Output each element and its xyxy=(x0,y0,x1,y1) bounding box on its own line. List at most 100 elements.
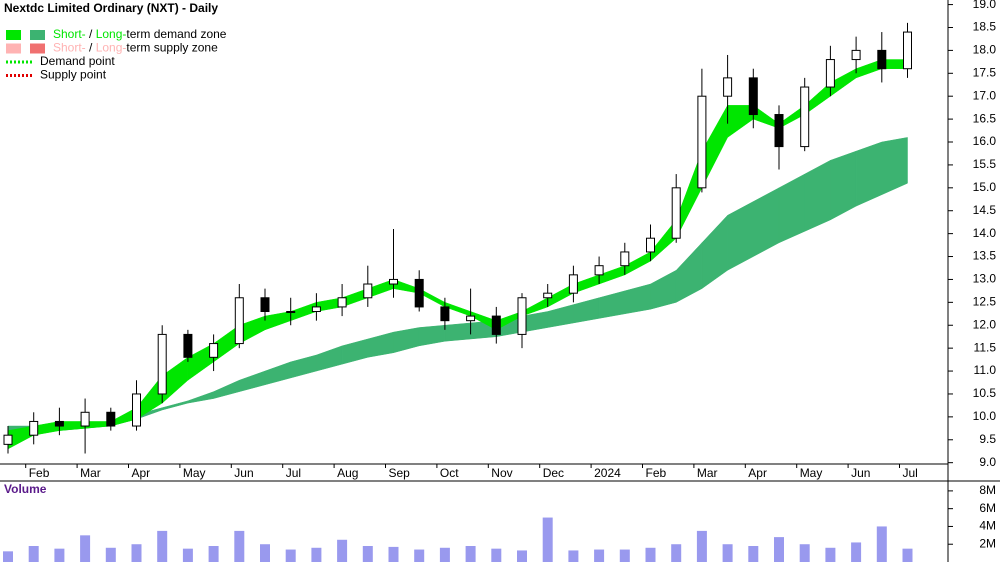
x-tick-label: Mar xyxy=(697,466,718,480)
volume-tick-label: 4M xyxy=(979,519,996,533)
candle-body xyxy=(260,297,270,313)
x-tick-label: Jul xyxy=(286,466,301,480)
legend-text: / xyxy=(86,27,96,41)
candle-body xyxy=(311,306,321,313)
volume-bar xyxy=(799,544,810,562)
y-tick-label: 15.0 xyxy=(973,180,997,194)
y-tick-label: 9.5 xyxy=(979,432,996,446)
candle-body xyxy=(491,315,501,335)
y-tick-label: 15.5 xyxy=(973,157,997,171)
candle-body xyxy=(748,77,758,116)
volume-bar xyxy=(722,544,733,562)
legend-text: / xyxy=(86,41,96,55)
y-tick-label: 11.5 xyxy=(974,340,997,354)
zone-segment xyxy=(881,137,908,196)
volume-bar xyxy=(568,550,579,562)
y-tick-label: 9.0 xyxy=(979,455,996,469)
x-tick-label: Jul xyxy=(903,466,918,480)
candle-body xyxy=(80,411,90,427)
legend-swatch xyxy=(30,30,45,40)
legend-label: Supply point xyxy=(40,68,107,82)
candle-body xyxy=(54,420,64,427)
candle-body xyxy=(389,278,398,285)
chart-title: Nextdc Limited Ordinary (NXT) - Daily xyxy=(4,1,218,15)
volume-bar xyxy=(54,548,65,562)
volume-bar xyxy=(876,526,887,562)
y-tick-label: 12.0 xyxy=(973,317,997,331)
volume-bar xyxy=(645,547,656,562)
legend-text: Short- xyxy=(53,27,86,41)
candle-body xyxy=(209,343,219,358)
y-tick-label: 14.0 xyxy=(973,226,997,240)
volume-bar xyxy=(80,535,91,562)
y-tick-label: 16.0 xyxy=(973,134,997,148)
candle-body xyxy=(337,297,347,308)
y-tick-label: 12.5 xyxy=(973,295,997,309)
candle-body xyxy=(132,393,141,427)
x-tick-label: May xyxy=(800,466,823,480)
y-tick-label: 10.0 xyxy=(973,409,997,423)
volume-bar xyxy=(619,549,630,562)
y-tick-label: 19.0 xyxy=(973,0,997,11)
zone-segment xyxy=(444,322,471,342)
x-tick-label: Jun xyxy=(851,466,870,480)
volume-bar xyxy=(748,546,759,562)
y-tick-label: 10.5 xyxy=(973,386,997,400)
y-tick-label: 13.5 xyxy=(973,249,997,263)
candle-body xyxy=(877,49,887,70)
volume-bar xyxy=(285,549,296,562)
candle-body xyxy=(440,306,450,322)
volume-bar xyxy=(465,546,476,562)
x-tick-label: Dec xyxy=(543,466,564,480)
volume-bar xyxy=(182,548,193,562)
candle-body xyxy=(774,114,784,148)
zone-segment xyxy=(855,141,883,207)
legend-text: term demand zone xyxy=(126,27,226,41)
legend-label: Short- / Long-term demand zone xyxy=(53,27,227,41)
volume-bar xyxy=(362,546,373,562)
volume-bar xyxy=(774,537,784,562)
candle-body xyxy=(183,333,193,358)
volume-bar xyxy=(902,548,913,562)
volume-bar xyxy=(388,546,399,562)
volume-bar xyxy=(825,547,836,562)
y-tick-label: 18.5 xyxy=(973,20,997,34)
volume-bar xyxy=(260,544,270,562)
candle-body xyxy=(286,311,296,314)
volume-bar xyxy=(337,539,348,562)
candle-body xyxy=(3,434,13,445)
candle-body xyxy=(903,31,912,70)
candle-body xyxy=(800,86,810,148)
volume-bar xyxy=(696,530,707,562)
volume-tick-label: 6M xyxy=(979,501,996,515)
legend-label: Short- / Long-term supply zone xyxy=(53,41,218,55)
candle-body xyxy=(29,420,39,436)
candle-body xyxy=(568,274,578,294)
y-tick-label: 17.5 xyxy=(973,65,997,79)
volume-bar xyxy=(3,551,13,562)
volume-bar xyxy=(208,546,219,562)
x-tick-label: May xyxy=(183,466,206,480)
candle-body xyxy=(157,333,167,395)
candle-body xyxy=(414,278,424,308)
volume-bar xyxy=(542,517,553,562)
volume-bar xyxy=(28,546,39,562)
candle-body xyxy=(363,283,373,299)
legend-text: Short- xyxy=(53,41,86,55)
y-tick-label: 18.0 xyxy=(973,43,997,57)
candle-body xyxy=(106,411,116,427)
volume-bar xyxy=(491,548,502,562)
candle-body xyxy=(517,297,527,335)
candle-body xyxy=(723,77,733,97)
candle-body xyxy=(543,292,553,299)
volume-bar xyxy=(851,542,862,562)
volume-bar xyxy=(105,547,116,562)
candle-body xyxy=(594,265,604,276)
x-tick-label: Sep xyxy=(389,466,411,480)
candle-body xyxy=(646,237,655,253)
x-tick-label: Feb xyxy=(29,466,50,480)
legend-text: Long- xyxy=(96,41,127,55)
volume-bar xyxy=(311,547,322,562)
legend-text: term supply zone xyxy=(126,41,218,55)
volume-bar xyxy=(414,549,425,562)
